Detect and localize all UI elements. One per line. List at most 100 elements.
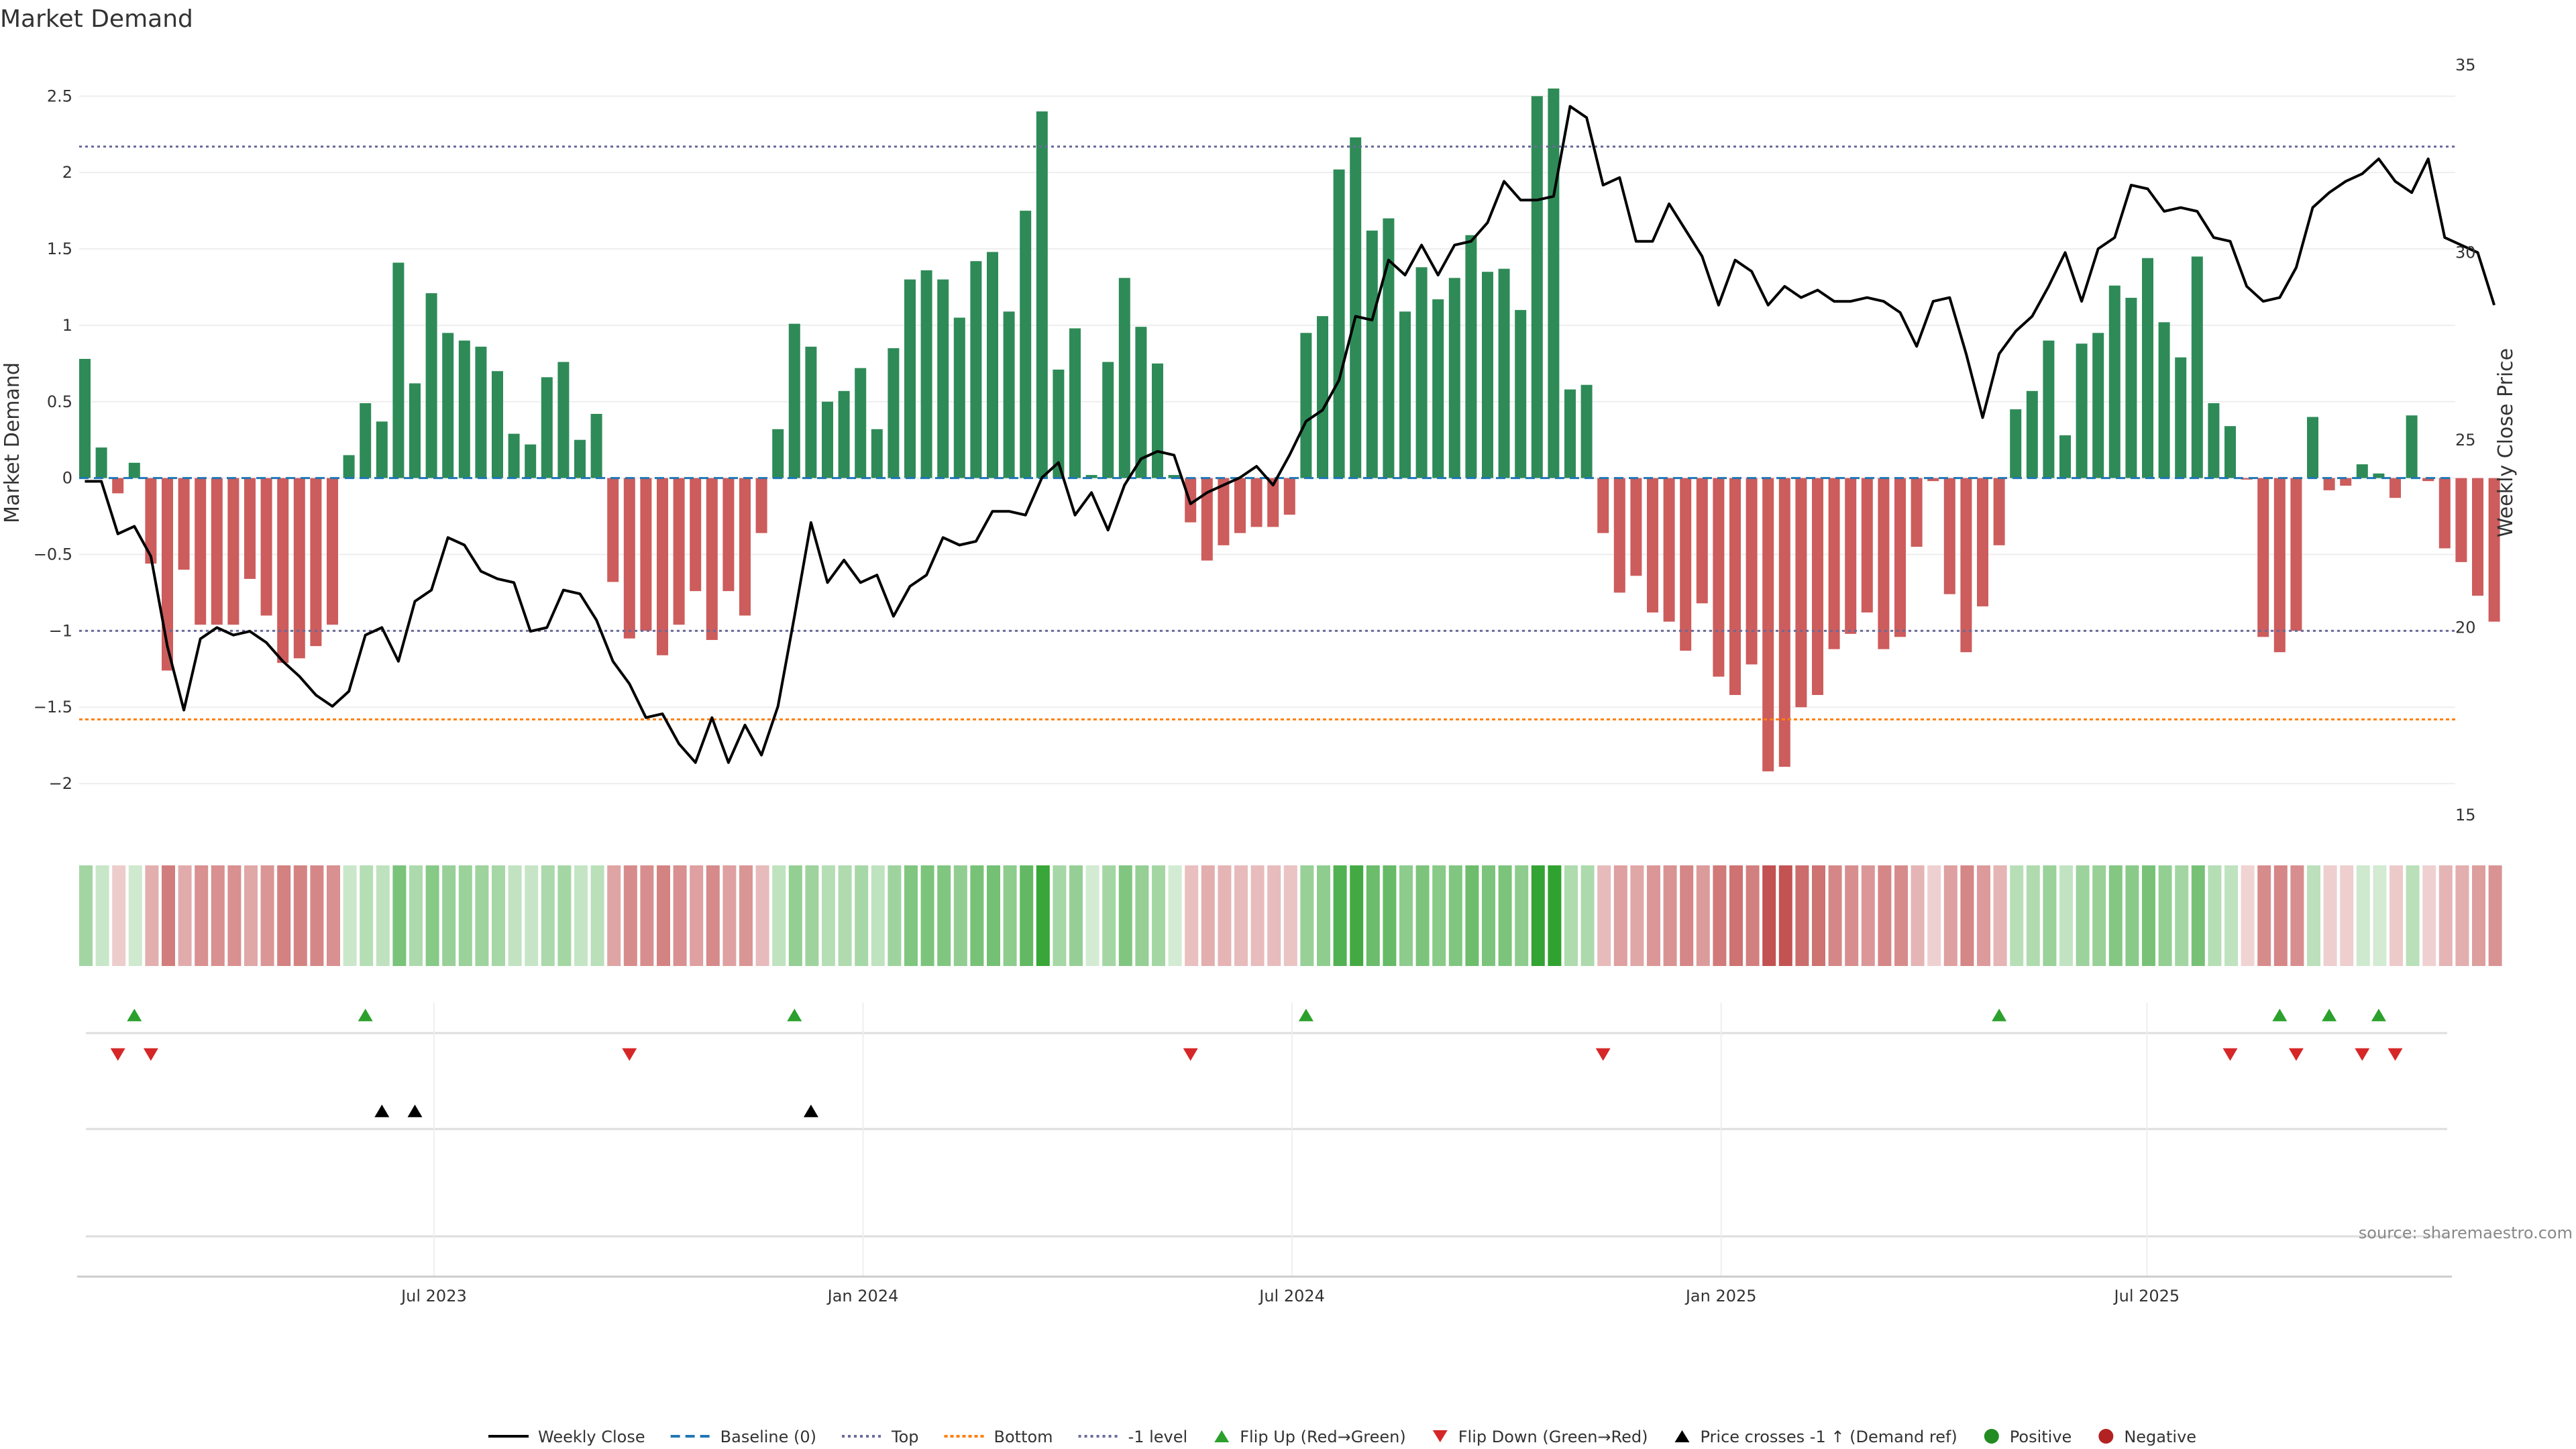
demand-bar <box>1943 478 1955 594</box>
heat-cell <box>541 865 555 966</box>
demand-bar <box>1778 478 1790 767</box>
demand-bar <box>805 346 817 478</box>
demand-bar <box>211 478 223 625</box>
demand-bar <box>2373 473 2385 478</box>
demand-bar <box>1729 478 1741 695</box>
heat-cell <box>2323 865 2337 966</box>
heat-cell <box>1680 865 1694 966</box>
demand-bar <box>2125 297 2137 478</box>
demand-bar <box>1911 478 1923 547</box>
left-tick-label: −1 <box>49 621 72 640</box>
demand-bar <box>2142 258 2153 478</box>
demand-bar <box>1250 478 1263 527</box>
heat-cell <box>1135 865 1149 966</box>
demand-bar <box>623 478 635 639</box>
heat-cell <box>2026 865 2040 966</box>
heat-cell <box>343 865 357 966</box>
right-axis: 35 30 25 20 15 <box>2455 56 2476 824</box>
heat-cell <box>1333 865 1347 966</box>
demand-bar <box>145 478 157 564</box>
heat-cell <box>1597 865 1611 966</box>
heat-cell <box>1762 865 1776 966</box>
heat-cell <box>1201 865 1215 966</box>
left-tick-label: 0.5 <box>47 392 72 411</box>
demand-bar <box>1498 268 1510 478</box>
heat-cell <box>607 865 621 966</box>
heat-cell <box>2191 865 2205 966</box>
heat-cell <box>888 865 902 966</box>
demand-bar <box>1333 169 1345 478</box>
heat-cell <box>1795 865 1809 966</box>
demand-bar <box>657 478 668 655</box>
demand-bar <box>855 368 867 478</box>
heat-cell <box>1350 865 1364 966</box>
demand-bar <box>2026 390 2038 478</box>
heat-cell <box>1845 865 1859 966</box>
heat-cell <box>2158 865 2172 966</box>
demand-bar <box>2059 435 2071 478</box>
heat-cell <box>2125 865 2139 966</box>
demand-bar <box>1267 478 1279 527</box>
demand-bar <box>937 279 949 478</box>
heat-cell <box>458 865 472 966</box>
heat-cell <box>755 865 769 966</box>
legend-item-negative: Negative <box>2098 1428 2196 1446</box>
demand-bar <box>95 447 107 478</box>
heat-cell <box>2472 865 2485 966</box>
legend-item-minus_one: -1 level <box>1078 1428 1187 1446</box>
demand-bar <box>2390 478 2401 498</box>
heat-cell <box>1927 865 1941 966</box>
demand-bar <box>607 478 619 582</box>
heat-cell <box>95 865 109 966</box>
heat-cell <box>623 865 637 966</box>
heat-cell <box>590 865 604 966</box>
heat-cell <box>822 865 835 966</box>
weekly-close-line <box>85 105 2496 764</box>
demand-bar <box>1927 478 1939 482</box>
flip-down-marker <box>2288 1048 2304 1061</box>
demand-bar <box>1845 478 1857 634</box>
heat-cell <box>673 865 687 966</box>
heat-cell <box>788 865 802 966</box>
heat-cell <box>1977 865 1990 966</box>
heat-cell <box>1283 865 1297 966</box>
heat-cell <box>855 865 869 966</box>
demand-bar <box>822 401 833 478</box>
demand-bar <box>1713 478 1725 677</box>
heat-cell <box>1432 865 1446 966</box>
heat-cell <box>987 865 1000 966</box>
legend-label: Weekly Close <box>538 1428 645 1446</box>
flip-down-marker <box>622 1048 637 1061</box>
demand-bar <box>541 377 553 478</box>
heat-cell <box>2257 865 2271 966</box>
heat-cell <box>1152 865 1165 966</box>
heat-cell <box>425 865 439 966</box>
x-tick-label: Jul 2023 <box>400 1287 467 1305</box>
heat-cell <box>1548 865 1562 966</box>
demand-bar <box>1663 478 1675 622</box>
heat-cell <box>1960 865 1974 966</box>
x-axis: Jul 2023 Jan 2024 Jul 2024 Jan 2025 Jul 2025 <box>77 1275 2452 1305</box>
heat-cell <box>690 865 704 966</box>
legend-item-baseline: Baseline (0) <box>670 1428 816 1446</box>
demand-bar <box>739 478 751 616</box>
price-cross-marker <box>374 1104 390 1118</box>
heat-cell <box>112 865 126 966</box>
demand-bar <box>409 383 421 478</box>
heat-cell <box>805 865 819 966</box>
heat-cell <box>937 865 951 966</box>
legend-item-bottom: Bottom <box>944 1428 1053 1446</box>
legend-label: Price crosses -1 ↑ (Demand ref) <box>1701 1428 1957 1446</box>
demand-bar <box>1168 475 1180 478</box>
heat-cell <box>327 865 340 966</box>
heat-cell <box>1828 865 1842 966</box>
demand-bar <box>1878 478 1890 649</box>
heat-cell <box>1943 865 1957 966</box>
demand-bar <box>1135 327 1147 478</box>
demand-bar <box>673 478 685 625</box>
heat-cell <box>2488 865 2502 966</box>
demand-bar <box>1350 137 1362 478</box>
price-cross-marker <box>803 1104 818 1118</box>
flip-up-marker <box>1992 1008 2007 1022</box>
demand-bar <box>690 478 702 592</box>
